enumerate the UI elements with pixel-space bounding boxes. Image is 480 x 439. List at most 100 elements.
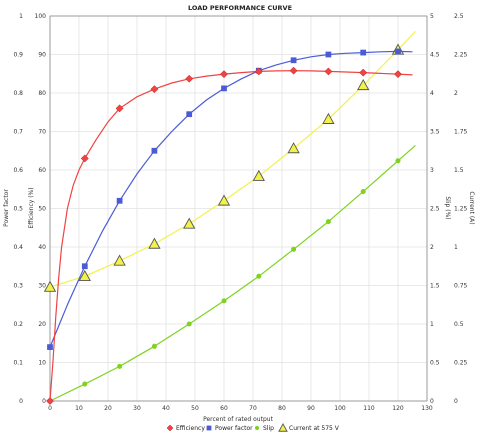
legend-label-power-factor: Power factor [215, 425, 253, 432]
x-tick: 50 [191, 405, 199, 412]
power-factor-point [81, 263, 88, 270]
x-tick: 110 [363, 405, 375, 412]
efficiency-point [220, 70, 228, 79]
slip-tick: 2.5 [430, 206, 440, 213]
efficiency-point [80, 154, 89, 163]
power-factor-tick: 0.3 [13, 283, 23, 290]
current-tick: 0.5 [454, 321, 464, 328]
slip-tick: 0 [430, 398, 434, 405]
current-tick: 0.75 [454, 283, 468, 290]
power-factor-tick: 0.6 [13, 167, 23, 174]
current-tick: 2.5 [454, 13, 464, 20]
slip-tick: 4.5 [430, 52, 440, 59]
current-at-575-v-point [78, 269, 91, 282]
slip-axis-label: Slip (%) [444, 196, 451, 219]
efficiency-tick: 50 [38, 206, 46, 213]
x-tick: 90 [307, 405, 315, 412]
power-factor-point [116, 197, 123, 204]
slip-point [360, 189, 366, 195]
x-tick: 10 [75, 405, 83, 412]
efficiency-point [150, 85, 159, 94]
current-at-575-v-line [49, 30, 416, 288]
efficiency-point [115, 104, 124, 113]
x-tick: 80 [278, 405, 286, 412]
efficiency-point [324, 67, 333, 76]
legend-marker-current-at-575-v [278, 423, 288, 432]
slip-point [291, 246, 297, 252]
power-factor-point [395, 48, 401, 55]
power-factor-tick: 0.5 [13, 206, 23, 213]
current-tick: 1.75 [454, 129, 468, 136]
legend-label-efficiency: Efficiency [176, 425, 205, 432]
slip-tick: 5 [430, 13, 434, 20]
efficiency-tick: 0 [42, 398, 46, 405]
x-tick: 40 [162, 405, 170, 412]
x-tick: 130 [421, 405, 433, 412]
current-at-575-v-point [322, 112, 335, 124]
slip-point [395, 158, 401, 164]
power-factor-tick: 0.4 [13, 244, 23, 251]
efficiency-tick: 80 [38, 90, 46, 97]
power-factor-tick: 0.2 [13, 321, 23, 328]
efficiency-tick: 90 [38, 52, 46, 59]
legend-marker-power-factor [206, 425, 212, 431]
legend: Efficiency Power factor Slip Current at 575… [166, 423, 340, 432]
power-factor-point [325, 51, 332, 58]
x-tick: 30 [133, 405, 141, 412]
grid [49, 15, 428, 402]
x-tick: 100 [334, 405, 346, 412]
efficiency-point [359, 68, 368, 77]
slip-point [82, 381, 88, 387]
x-tick: 60 [220, 405, 228, 412]
efficiency-tick: 100 [35, 13, 47, 20]
current-at-575-v-point [287, 142, 300, 154]
slip-point [325, 219, 331, 225]
slip-tick: 1.5 [430, 283, 440, 290]
power-factor-point [186, 111, 193, 118]
current-at-575-v-point [252, 169, 265, 181]
slip-point [221, 298, 227, 304]
efficiency-point [254, 67, 263, 76]
power-factor-point [151, 147, 158, 154]
efficiency-point [46, 397, 54, 405]
series-current-at-575-v [43, 30, 416, 292]
power-factor-point [290, 57, 297, 64]
slip-point [256, 273, 262, 279]
legend-marker-efficiency [166, 424, 174, 432]
slip-tick: 0.5 [430, 360, 440, 367]
current-at-575-v-point [183, 217, 196, 229]
slip-tick: 2 [430, 244, 434, 251]
power-factor-point [47, 344, 53, 350]
slip-tick: 3 [430, 167, 434, 174]
efficiency-tick: 70 [38, 129, 46, 136]
legend-marker-slip [254, 425, 260, 431]
legend-label-current-at-575-v: Current at 575 V [289, 425, 340, 432]
efficiency-tick: 10 [38, 360, 46, 367]
current-tick: 1 [454, 244, 458, 251]
current-at-575-v-point [43, 280, 57, 292]
axes: 0 0 0 00.1 10 0.5 0.250.2 20 1 0.50.3 30 1.5 0.750.4… [13, 13, 467, 412]
power-factor-tick: 0.1 [13, 360, 23, 367]
current-at-575-v-point [357, 78, 370, 91]
slip-line [49, 144, 416, 402]
current-axis-label: Current (A) [468, 191, 475, 224]
current-tick: 0 [454, 398, 458, 405]
current-tick: 2 [454, 90, 458, 97]
slip-point [117, 363, 123, 369]
current-tick: 1.25 [454, 206, 468, 213]
chart-title: LOAD PERFORMANCE CURVE [188, 4, 292, 12]
plot-frame [49, 15, 428, 402]
power-factor-tick: 0.8 [13, 90, 23, 97]
x-tick: 20 [104, 405, 112, 412]
power-factor-axis-label: Power factor [3, 189, 10, 227]
slip-point [186, 321, 192, 327]
efficiency-tick: 40 [38, 244, 46, 251]
power-factor-tick: 0.9 [13, 52, 23, 59]
efficiency-point [289, 66, 298, 75]
efficiency-point [185, 74, 194, 83]
power-factor-line [49, 50, 413, 348]
efficiency-tick: 60 [38, 167, 46, 174]
efficiency-tick: 30 [38, 283, 46, 290]
x-tick: 120 [392, 405, 404, 412]
